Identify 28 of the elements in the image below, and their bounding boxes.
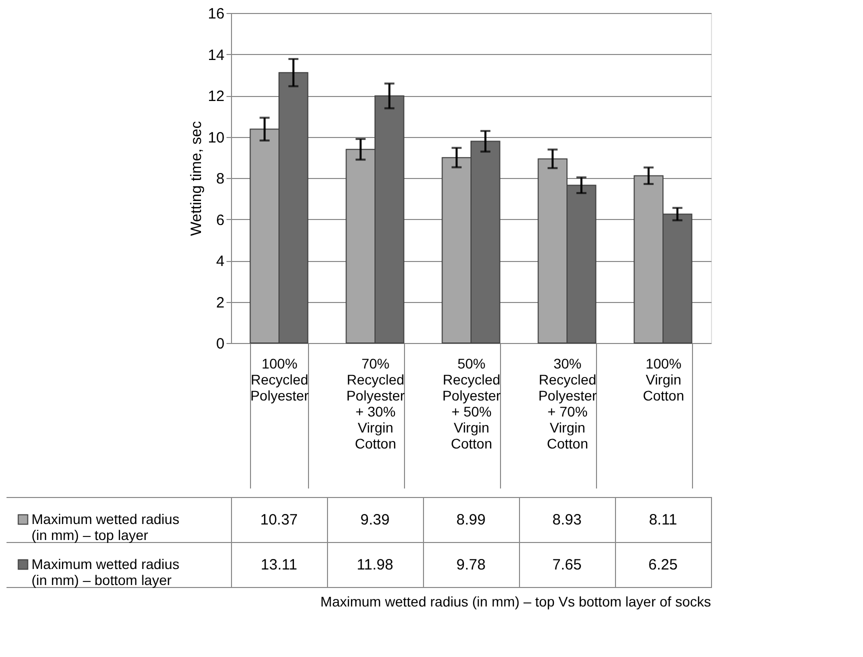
data-label: 9.39 — [360, 512, 390, 528]
text: Maximum wetted radius (in mm) – top Vs bottom layer of socks — [320, 594, 711, 610]
data-label: 9.78 — [456, 556, 486, 574]
y-tick-label: 2 — [216, 294, 224, 312]
y-tick-label: 0 — [216, 336, 224, 352]
x-tick-label: 50% Recycled Polyester + 50% Virgin Cotton — [442, 356, 502, 452]
y-tick-label: 16 — [208, 6, 224, 22]
data-label: 10.37 — [260, 512, 298, 528]
legend-label: Maximum wetted radius (in mm) – bottom layer — [32, 556, 180, 588]
y-tick-label: 14 — [208, 46, 224, 64]
y-tick-label: 4 — [216, 253, 224, 270]
data-label: 8.93 — [552, 512, 582, 528]
y-tick-label: 6 — [216, 212, 224, 229]
data-label: 13.11 — [260, 556, 298, 574]
y-tick-label: 12 — [208, 88, 224, 105]
data-label: 6.25 — [648, 556, 678, 574]
legend-label: Maximum wetted radius (in mm) – top layer — [32, 511, 180, 543]
data-label: 8.11 — [648, 512, 678, 528]
y-axis-title: Wetting time, sec — [188, 120, 205, 236]
data-label: 8.99 — [456, 512, 486, 528]
data-label: 11.98 — [356, 556, 394, 574]
y-tick-label: 8 — [216, 170, 224, 188]
x-tick-label: 30% Recycled Polyester + 70% Virgin Cotton — [538, 356, 598, 452]
x-tick-label: 100% Recycled Polyester — [250, 356, 310, 404]
y-tick-label: 10 — [208, 129, 224, 146]
data-label: 7.65 — [552, 556, 582, 574]
x-tick-label: 100% Virgin Cotton — [642, 356, 684, 404]
x-tick-label: 70% Recycled Polyester + 30% Virgin Cotton — [346, 356, 406, 452]
